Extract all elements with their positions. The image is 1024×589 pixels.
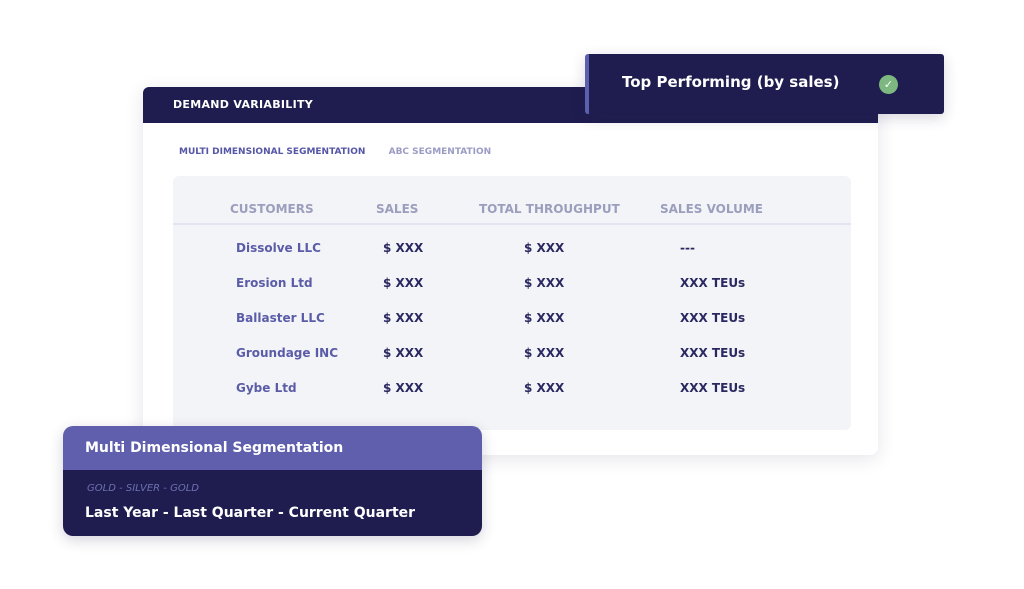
table-row[interactable]: Groundage INC $ XXX $ XXX XXX TEUs — [173, 346, 851, 366]
sales-value: $ XXX — [383, 346, 424, 360]
segmentation-title: Multi Dimensional Segmentation — [63, 426, 482, 470]
demand-variability-card: DEMAND VARIABILITY MULTI DIMENSIONAL SEG… — [143, 87, 878, 455]
column-header-total-throughput: TOTAL THROUGHPUT — [479, 202, 620, 216]
sales-value: $ XXX — [383, 276, 424, 290]
sales-value: $ XXX — [383, 311, 424, 325]
column-header-sales-volume: SALES VOLUME — [660, 202, 763, 216]
segmentation-tabs: MULTI DIMENSIONAL SEGMENTATION ABC SEGME… — [179, 147, 511, 157]
sales-volume-value: XXX TEUs — [680, 381, 746, 395]
sales-volume-value: --- — [680, 241, 695, 255]
throughput-value: $ XXX — [524, 346, 565, 360]
throughput-value: $ XXX — [524, 241, 565, 255]
top-performing-popup: Top Performing (by sales) ✓ — [585, 54, 944, 114]
table-row[interactable]: Gybe Ltd $ XXX $ XXX XXX TEUs — [173, 381, 851, 401]
sales-value: $ XXX — [383, 381, 424, 395]
customer-name: Groundage INC — [236, 346, 339, 360]
tab-multi-dimensional-segmentation[interactable]: MULTI DIMENSIONAL SEGMENTATION — [179, 147, 366, 157]
customer-name: Gybe Ltd — [236, 381, 297, 395]
sales-volume-value: XXX TEUs — [680, 346, 746, 360]
throughput-value: $ XXX — [524, 381, 565, 395]
table-header: CUSTOMERS SALES TOTAL THROUGHPUT SALES V… — [173, 202, 851, 225]
sales-volume-value: XXX TEUs — [680, 276, 746, 290]
throughput-value: $ XXX — [524, 311, 565, 325]
customer-name: Ballaster LLC — [236, 311, 325, 325]
customers-table: CUSTOMERS SALES TOTAL THROUGHPUT SALES V… — [173, 176, 851, 430]
table-row[interactable]: Ballaster LLC $ XXX $ XXX XXX TEUs — [173, 311, 851, 331]
customer-name: Dissolve LLC — [236, 241, 321, 255]
table-row[interactable]: Erosion Ltd $ XXX $ XXX XXX TEUs — [173, 276, 851, 296]
table-row[interactable]: Dissolve LLC $ XXX $ XXX --- — [173, 241, 851, 261]
tab-abc-segmentation[interactable]: ABC SEGMENTATION — [388, 147, 492, 157]
column-header-customers: CUSTOMERS — [230, 202, 314, 216]
segmentation-card: Multi Dimensional Segmentation GOLD - SI… — [63, 426, 482, 536]
customer-name: Erosion Ltd — [236, 276, 313, 290]
segmentation-periods: Last Year - Last Quarter - Current Quart… — [85, 505, 416, 521]
sales-value: $ XXX — [383, 241, 424, 255]
throughput-value: $ XXX — [524, 276, 565, 290]
top-performing-label: Top Performing (by sales) — [622, 73, 840, 91]
column-header-sales: SALES — [376, 202, 419, 216]
check-circle-icon: ✓ — [879, 75, 898, 94]
segmentation-tiers: GOLD - SILVER - GOLD — [87, 483, 199, 494]
sales-volume-value: XXX TEUs — [680, 311, 746, 325]
